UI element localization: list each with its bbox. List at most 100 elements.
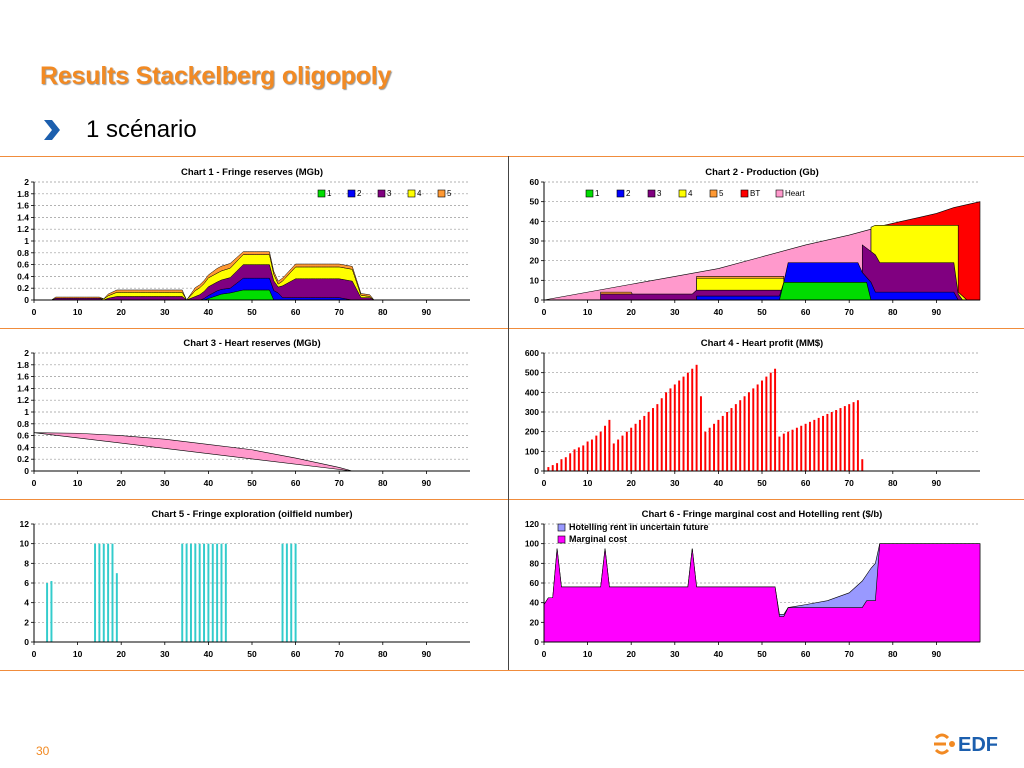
c6-ytick-label: 40	[530, 598, 540, 608]
c5-plot	[46, 543, 297, 642]
c4-ytick-label: 0	[534, 466, 539, 476]
c4-bar	[612, 443, 615, 471]
c2-overlay-3	[696, 262, 959, 301]
c4-ytick-label: 100	[525, 446, 539, 456]
c4-bar	[573, 449, 576, 471]
c4-xtick-label: 30	[670, 478, 680, 488]
c1-ytick-label: 0.8	[17, 248, 29, 258]
c5-bar	[220, 543, 223, 642]
c4-bar	[734, 404, 737, 471]
c4-bar	[808, 421, 811, 471]
c2-ytick-label: 0	[534, 295, 539, 305]
c4-bar	[730, 408, 733, 471]
c1-xtick-label: 70	[334, 307, 344, 317]
edf-logo-icon	[934, 733, 955, 755]
c2-xtick-label: 30	[670, 307, 680, 317]
c4-xtick-label: 70	[844, 478, 854, 488]
c5-bar	[211, 543, 214, 642]
c6-ytick-label: 80	[530, 558, 540, 568]
c4-bar	[752, 388, 755, 471]
c4-bar	[813, 419, 816, 471]
c4-bar	[769, 372, 772, 471]
c5-xtick-label: 10	[73, 649, 83, 659]
c6-ytick-label: 0	[534, 637, 539, 647]
c1-xtick-label: 40	[204, 307, 214, 317]
c2-legend-swatch	[740, 189, 749, 198]
c4-bar	[717, 419, 720, 471]
c4-bar	[682, 376, 685, 471]
c1-legend-swatch	[377, 189, 386, 198]
c2-legend-label: 5	[719, 189, 724, 198]
c1-legend-swatch	[437, 189, 446, 198]
c4-bar	[761, 380, 763, 471]
c5-xtick-label: 90	[422, 649, 432, 659]
c6-legend-label: Marginal cost	[569, 534, 627, 544]
c4-bar	[782, 433, 785, 471]
c6-ytick-label: 20	[530, 617, 540, 627]
c2-xtick-label: 80	[888, 307, 898, 317]
c4-bar	[564, 457, 567, 471]
c3-svg: Chart 3 - Heart reserves (MGb) 0 0.2 0.40.6…	[17, 338, 470, 488]
c4-bar	[765, 376, 768, 471]
c1-ytick-label: 0.2	[17, 283, 29, 293]
c3-xtick-label: 10	[73, 478, 83, 488]
c4-bar	[830, 412, 833, 471]
divider-top	[0, 156, 1024, 157]
c1-ytick-label: 0	[24, 295, 29, 305]
c5-ytick-label: 10	[20, 539, 30, 549]
c4-bar	[774, 368, 777, 471]
c5-bar	[115, 573, 118, 642]
c2-legend-label: 1	[595, 189, 600, 198]
c2-legend-label: 2	[626, 189, 631, 198]
c3-ytick-label: 0.8	[17, 419, 29, 429]
c1-ytick-label: 0.6	[17, 260, 29, 270]
edf-logo-text: EDF	[958, 734, 998, 756]
c4-bar	[582, 445, 585, 471]
c4-xtick-label: 10	[583, 478, 593, 488]
c4-bar	[695, 364, 698, 471]
c2-legend-label: 3	[657, 189, 662, 198]
c3-ytick-label: 0.2	[17, 454, 29, 464]
c5-bar	[207, 543, 210, 642]
c5-bar	[98, 543, 101, 642]
c3-xtick-label: 30	[160, 478, 170, 488]
c5-ytick-label: 0	[24, 637, 29, 647]
c3-xtick-label: 0	[32, 478, 37, 488]
c4-bar	[721, 415, 724, 471]
c4-bar	[660, 398, 663, 471]
c1-ytick-label: 0.4	[17, 271, 29, 281]
c1-legend-swatch	[317, 189, 326, 198]
c4-xtick-label: 50	[757, 478, 767, 488]
c4-bar	[621, 435, 624, 471]
c4-bar	[856, 400, 859, 471]
c5-xtick-label: 40	[204, 649, 214, 659]
c3-series-0	[33, 432, 353, 472]
c4-bar	[704, 431, 707, 471]
c1-xtick-label: 50	[247, 307, 257, 317]
c3-xtick-label: 80	[378, 478, 388, 488]
c2-xtick-label: 60	[801, 307, 811, 317]
c2-xtick-label: 0	[542, 307, 547, 317]
chart-marginal-cost: Chart 6 - Fringe marginal cost and Hotel…	[514, 504, 1004, 664]
c5-bar	[194, 543, 197, 642]
c6-xtick-label: 20	[626, 649, 636, 659]
c4-bar	[678, 380, 681, 471]
c1-xtick-label: 0	[32, 307, 37, 317]
c2-ytick-label: 10	[530, 275, 540, 285]
c3-ytick-label: 1.4	[17, 383, 29, 393]
c3-xtick-label: 90	[422, 478, 432, 488]
c1-xtick-label: 20	[116, 307, 126, 317]
c5-bar	[290, 543, 293, 642]
c4-bar	[586, 441, 589, 471]
c2-svg: Chart 2 - Production (Gb) 0 10 20 30 40 50 60 0 1…	[530, 167, 981, 317]
c4-bar	[599, 431, 602, 471]
c5-title: Chart 5 - Fringe exploration (oilfield n…	[151, 509, 352, 520]
c2-legend-swatch	[647, 189, 656, 198]
c4-ytick-label: 300	[525, 407, 539, 417]
c5-bar	[185, 543, 188, 642]
c4-xtick-label: 90	[932, 478, 942, 488]
c6-legend-label: Hotelling rent in uncertain future	[569, 522, 709, 532]
c1-series-4	[34, 251, 470, 301]
c1-legend-swatch	[347, 189, 356, 198]
c5-svg: Chart 5 - Fringe exploration (oilfield n…	[20, 509, 470, 659]
